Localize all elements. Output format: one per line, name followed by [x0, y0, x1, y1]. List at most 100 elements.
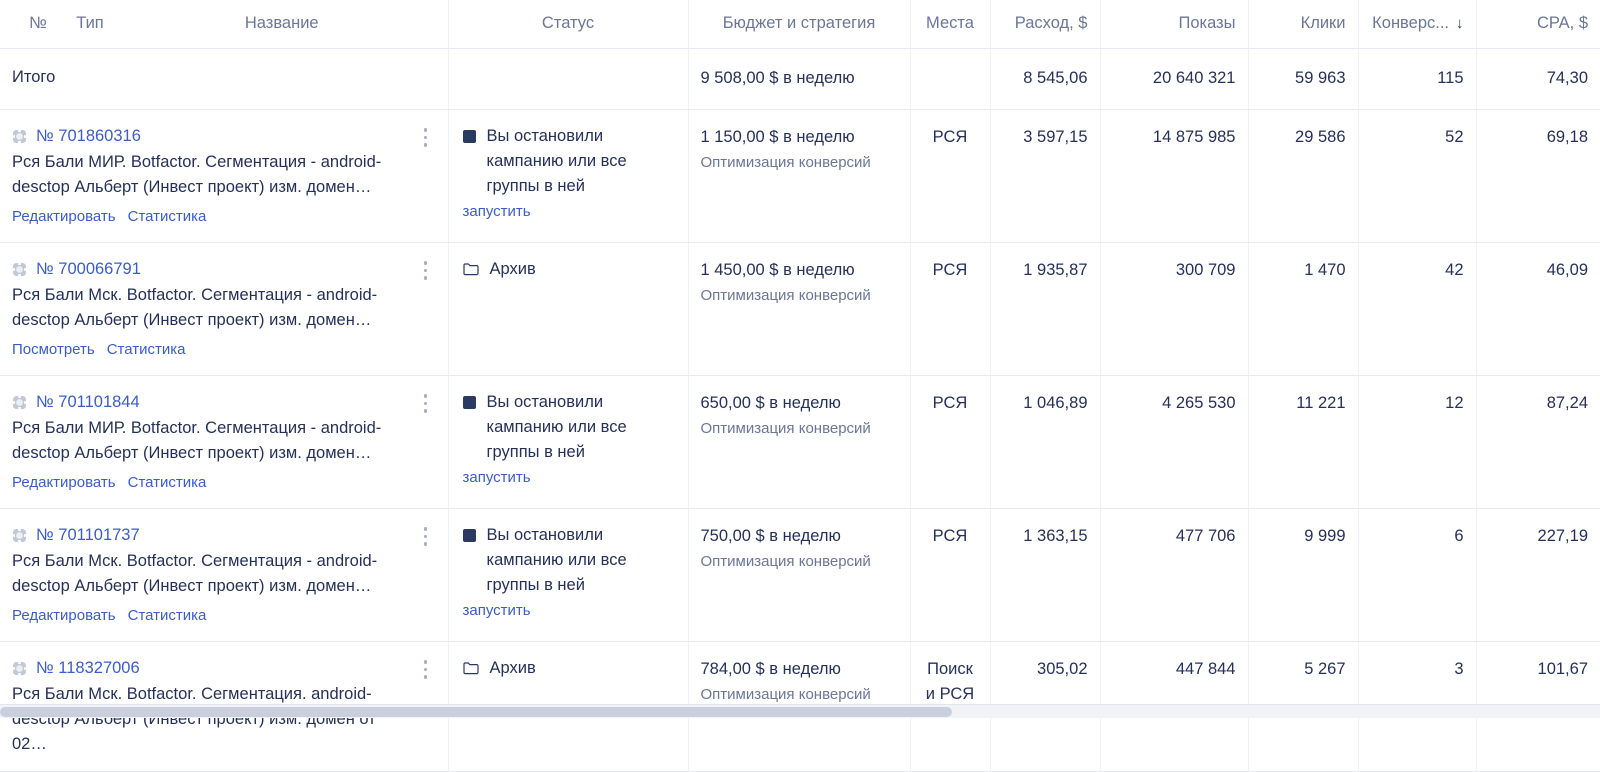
campaign-id-link[interactable]: № 701101737 [36, 523, 140, 548]
budget-amount[interactable]: 1 450,00 $ в неделю [701, 258, 898, 282]
totals-spend: 8 545,06 [991, 49, 1100, 104]
clicks-value: 11 221 [1249, 376, 1358, 429]
row-menu-icon[interactable] [424, 527, 428, 546]
spend-cell: 1 046,89 [990, 376, 1100, 509]
row-menu-icon[interactable] [424, 128, 428, 147]
shows-value: 477 706 [1101, 509, 1248, 562]
budget-strategy: Оптимизация конверсий [701, 152, 898, 173]
spend-cell: 1 935,87 [990, 243, 1100, 376]
totals-spend-cell: 8 545,06 [990, 49, 1100, 110]
shows-value: 4 265 530 [1101, 376, 1248, 429]
status-text: Архив [490, 656, 536, 681]
row-id-line: № 700066791 [12, 257, 404, 282]
campaign-id-link[interactable]: № 700066791 [36, 257, 141, 282]
row-menu-icon[interactable] [424, 261, 428, 280]
spend-value: 1 935,87 [991, 243, 1100, 296]
column-header-name-group: № Тип Название [0, 0, 448, 49]
spend-value: 305,02 [991, 642, 1100, 695]
column-header-cpa[interactable]: CPA, $ [1476, 0, 1600, 49]
cpa-cell: 87,24 [1476, 376, 1600, 509]
totals-shows-cell: 20 640 321 [1100, 49, 1248, 110]
row-links: Редактировать Статистика [12, 471, 404, 494]
budget-cell: 750,00 $ в неделю Оптимизация конверсий [688, 509, 910, 642]
spend-cell: 1 363,15 [990, 509, 1100, 642]
cpa-value: 101,67 [1477, 642, 1600, 695]
row-menu-icon[interactable] [424, 394, 428, 413]
row-id-line: № 118327006 [12, 656, 404, 681]
spend-value: 3 597,15 [991, 110, 1100, 163]
column-header-places[interactable]: Места [910, 0, 990, 49]
row-link-statistics[interactable]: Статистика [128, 208, 207, 225]
cpa-cell: 46,09 [1476, 243, 1600, 376]
budget-cell: 1 150,00 $ в неделю Оптимизация конверсий [688, 110, 910, 243]
column-header-budget-label: Бюджет и стратегия [689, 0, 910, 33]
shows-cell: 4 265 530 [1100, 376, 1248, 509]
conversions-value: 42 [1359, 243, 1476, 296]
conversions-cell: 52 [1358, 110, 1476, 243]
campaign-id-link[interactable]: № 118327006 [36, 656, 140, 681]
totals-shows: 20 640 321 [1101, 49, 1248, 104]
budget-strategy: Оптимизация конверсий [701, 551, 898, 572]
column-header-conversions[interactable]: Конверс...↓ [1358, 0, 1476, 49]
row-links: Редактировать Статистика [12, 604, 404, 627]
budget-amount[interactable]: 650,00 $ в неделю [701, 391, 898, 415]
target-icon [12, 661, 27, 676]
sort-descending-icon[interactable]: ↓ [1456, 14, 1464, 34]
totals-clicks: 59 963 [1249, 49, 1358, 104]
column-header-budget[interactable]: Бюджет и стратегия [688, 0, 910, 49]
budget-amount[interactable]: 1 150,00 $ в неделю [701, 125, 898, 149]
status-action-link[interactable]: запустить [463, 201, 676, 223]
row-link-statistics[interactable]: Статистика [128, 607, 207, 624]
status-cell: Вы остановили кампанию или все группы в … [448, 376, 688, 509]
cpa-value: 69,18 [1477, 110, 1600, 163]
campaign-id-link[interactable]: № 701860316 [36, 124, 141, 149]
conversions-value: 6 [1359, 509, 1476, 562]
spend-value: 1 363,15 [991, 509, 1100, 562]
conversions-cell: 42 [1358, 243, 1476, 376]
row-link-statistics[interactable]: Статистика [128, 474, 207, 491]
row-link-primary[interactable]: Редактировать [12, 474, 116, 491]
campaign-id-link[interactable]: № 701101844 [36, 390, 140, 415]
spend-cell: 3 597,15 [990, 110, 1100, 243]
column-header-type[interactable]: Тип [64, 13, 116, 33]
row-link-primary[interactable]: Редактировать [12, 208, 116, 225]
budget-amount[interactable]: 784,00 $ в неделю [701, 657, 898, 681]
row-links: Редактировать Статистика [12, 205, 404, 228]
status-action-link[interactable]: запустить [463, 467, 676, 489]
column-header-shows[interactable]: Показы [1100, 0, 1248, 49]
column-header-status-label: Статус [449, 0, 688, 33]
clicks-cell: 11 221 [1248, 376, 1358, 509]
row-link-primary[interactable]: Посмотреть [12, 341, 95, 358]
row-menu-icon[interactable] [424, 660, 428, 679]
status-cell: Вы остановили кампанию или все группы в … [448, 110, 688, 243]
campaigns-table-container: № Тип Название Статус Бюджет и стратегия… [0, 0, 1600, 718]
column-header-clicks[interactable]: Клики [1248, 0, 1358, 49]
column-header-status[interactable]: Статус [448, 0, 688, 49]
row-link-primary[interactable]: Редактировать [12, 607, 116, 624]
status-text: Вы остановили кампанию или все группы в … [487, 523, 663, 598]
budget-amount[interactable]: 750,00 $ в неделю [701, 524, 898, 548]
places-value: РСЯ [911, 243, 990, 297]
shows-value: 14 875 985 [1101, 110, 1248, 163]
clicks-value: 1 470 [1249, 243, 1358, 296]
totals-cpa-cell: 74,30 [1476, 49, 1600, 110]
totals-clicks-cell: 59 963 [1248, 49, 1358, 110]
horizontal-scrollbar-thumb[interactable] [0, 707, 952, 717]
places-cell: РСЯ [910, 110, 990, 243]
shows-cell: 300 709 [1100, 243, 1248, 376]
places-cell: РСЯ [910, 376, 990, 509]
row-link-statistics[interactable]: Статистика [107, 341, 186, 358]
status-action-link[interactable]: запустить [463, 600, 676, 622]
column-header-num[interactable]: № [12, 13, 64, 33]
places-value: РСЯ [911, 509, 990, 563]
column-header-title[interactable]: Название [116, 13, 448, 33]
totals-places-cell [910, 49, 990, 110]
column-header-spend[interactable]: Расход, $ [990, 0, 1100, 49]
horizontal-scrollbar[interactable] [0, 704, 1600, 718]
